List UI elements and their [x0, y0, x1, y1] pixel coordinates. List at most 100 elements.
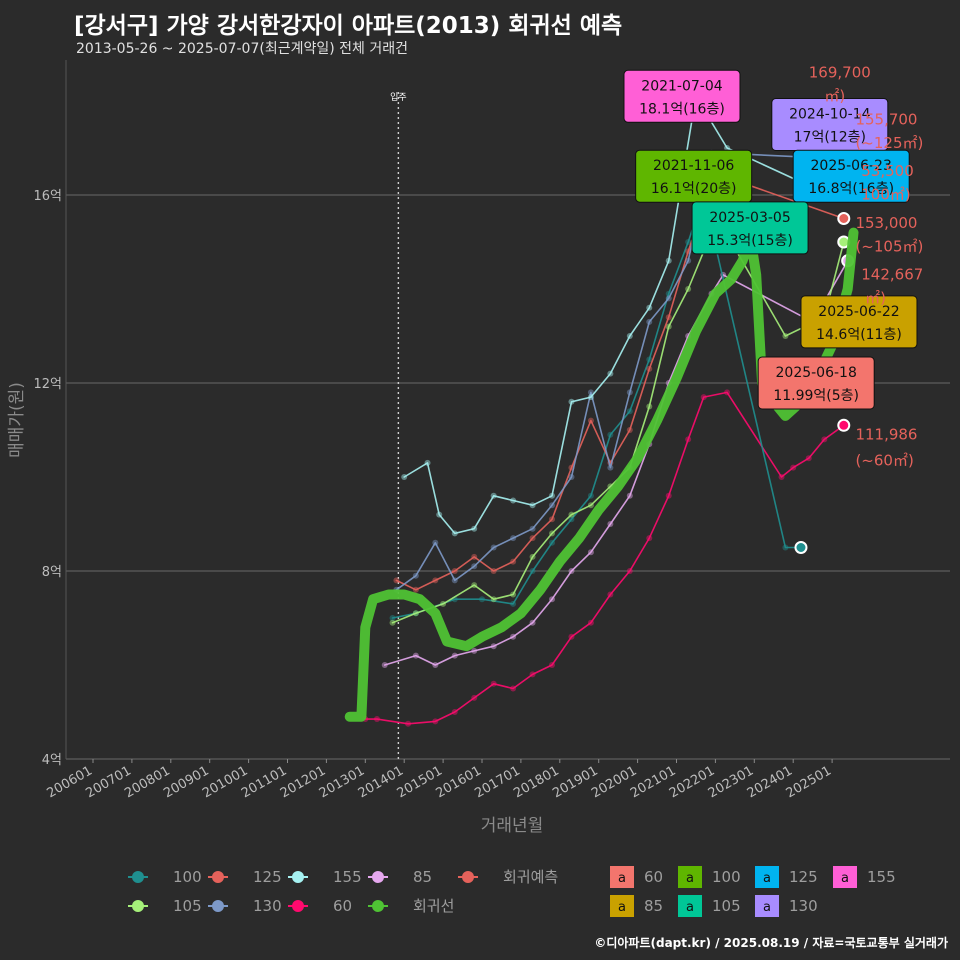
- data-point: [436, 511, 443, 518]
- annotation-box: [792, 149, 910, 203]
- series-line-155: [403, 95, 845, 535]
- data-point: [393, 577, 400, 584]
- data-point: [529, 568, 536, 574]
- prediction-label: 153,000: [855, 214, 917, 232]
- data-point: [510, 685, 517, 692]
- prediction-label: 155,700: [855, 111, 917, 129]
- data-point: [587, 492, 594, 499]
- data-point: [665, 314, 672, 321]
- data-point: [451, 577, 458, 584]
- data-point: [373, 716, 380, 723]
- data-point: [510, 600, 517, 607]
- latest-point: [837, 418, 851, 432]
- data-point: [587, 619, 594, 626]
- legend-label: 125: [253, 868, 282, 886]
- annotation-date: 2025-03-05: [709, 210, 790, 226]
- prediction-label: (~125㎡): [855, 134, 923, 152]
- data-point: [568, 568, 575, 574]
- label-layer: 2021-07-04 18.1억(16층) 2024-10-14 17억(12층) 20…: [623, 64, 923, 469]
- data-point: [405, 720, 412, 727]
- latest-point: [794, 541, 808, 554]
- legend-box-letter: a: [686, 900, 694, 915]
- legend-key-dot: [292, 871, 304, 883]
- annotation-price: 15.3억(15층): [707, 233, 793, 249]
- annotation-box: [623, 69, 741, 123]
- prediction-label: 142,667: [861, 266, 923, 284]
- data-point: [529, 535, 536, 542]
- legend-box-label: 130: [789, 897, 818, 915]
- data-point: [424, 459, 431, 466]
- data-point: [451, 568, 458, 574]
- data-point: [549, 596, 556, 603]
- legend-key-dot: [132, 900, 144, 912]
- data-point: [646, 365, 653, 372]
- data-point: [451, 652, 458, 659]
- data-point: [549, 662, 556, 668]
- data-point: [607, 591, 614, 598]
- legend-box-swatch: [610, 895, 634, 917]
- series-line-60: [364, 391, 845, 725]
- annotation-price: 16.8억(16층): [808, 181, 894, 197]
- data-point: [412, 586, 419, 593]
- data-point: [471, 553, 478, 560]
- series-line-회귀선: [344, 227, 859, 722]
- data-point: [665, 295, 672, 302]
- data-point: [700, 394, 707, 401]
- data-point: [665, 323, 672, 330]
- legend-key-dot: [462, 871, 474, 883]
- legend-label: 100: [173, 868, 202, 886]
- legend-box-label: 155: [867, 868, 896, 886]
- data-point: [665, 257, 672, 264]
- data-point: [529, 619, 536, 626]
- legend-box-swatch: [755, 895, 779, 917]
- data-point: [549, 530, 556, 537]
- legend-key-dot: [372, 900, 384, 912]
- data-point: [685, 257, 692, 264]
- data-point: [587, 417, 594, 424]
- data-point: [510, 497, 517, 504]
- y-axis-title: 매매가(원): [7, 382, 27, 458]
- data-point: [490, 680, 497, 687]
- data-point: [587, 549, 594, 556]
- data-point: [432, 662, 439, 668]
- data-point: [549, 492, 556, 499]
- series-line-130: [395, 147, 845, 591]
- data-point: [432, 577, 439, 584]
- legend-box-swatch: [678, 895, 702, 917]
- data-point: [510, 633, 517, 640]
- data-point: [568, 633, 575, 640]
- data-point: [607, 521, 614, 527]
- data-point: [665, 492, 672, 499]
- chart-subtitle: 2013-05-26 ~ 2025-07-07(최근계약일) 전체 거래건: [76, 41, 408, 57]
- legend-label: 60: [333, 897, 352, 915]
- legend-box-letter: a: [618, 871, 626, 886]
- data-point: [510, 591, 517, 598]
- data-point: [529, 502, 536, 509]
- legend-key-dot: [372, 871, 384, 883]
- data-point: [529, 553, 536, 560]
- data-point: [471, 525, 478, 532]
- data-point: [626, 492, 633, 499]
- data-point: [724, 145, 731, 151]
- legend-label: 155: [333, 868, 362, 886]
- data-point: [782, 333, 789, 339]
- legend-box-letter: a: [841, 871, 849, 886]
- data-point: [479, 596, 485, 603]
- y-tick-label: 8억: [42, 565, 62, 580]
- latest-point: [837, 212, 851, 225]
- y-tick-label: 12억: [33, 377, 62, 392]
- data-point: [646, 356, 653, 363]
- data-point: [568, 474, 575, 480]
- data-point: [490, 596, 497, 603]
- data-point: [381, 662, 388, 668]
- data-point: [626, 568, 633, 574]
- data-point: [490, 643, 497, 650]
- annotation-price: 18.1억(16층): [639, 101, 725, 117]
- annotation-box: [691, 201, 809, 255]
- legend-box-letter: a: [686, 871, 694, 886]
- data-point: [724, 389, 731, 396]
- prediction-label: (~60㎡): [855, 451, 913, 469]
- source-caption: ©디아파트(dapt.kr) / 2025.08.19 / 자료=국토교통부 실…: [594, 936, 948, 950]
- y-tick-label: 4억: [42, 753, 62, 768]
- data-point: [626, 427, 633, 433]
